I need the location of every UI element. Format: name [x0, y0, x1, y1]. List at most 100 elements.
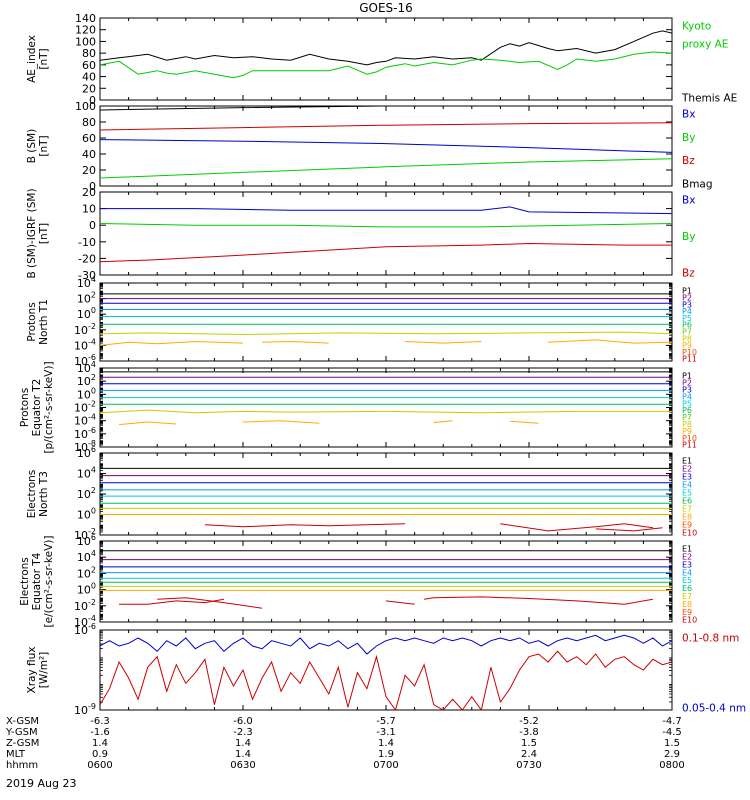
legend-entry: E7	[682, 505, 692, 514]
orbit-value: -5.2	[519, 716, 539, 727]
y-tick-label: 100	[75, 35, 96, 48]
y-tick-exponent: 0	[91, 507, 96, 516]
panel-series	[100, 30, 672, 79]
orbit-value: -6.0	[233, 716, 253, 727]
legend-entry: Bx	[682, 195, 695, 207]
legend-entry: E9	[682, 608, 692, 617]
series-themis-ae	[100, 30, 672, 66]
legend-entry: E5	[682, 576, 692, 585]
y-tick-exponent: 4	[91, 360, 96, 369]
legend-entry: P6	[682, 321, 692, 330]
series-p7	[100, 331, 672, 336]
y-tick-exponent: -2	[88, 322, 96, 331]
y-tick-label: 10	[82, 203, 96, 216]
legend-entry: P8	[682, 334, 692, 343]
orbit-row-label: Z-GSM	[6, 738, 39, 749]
legend-entry: P5	[682, 314, 692, 323]
panel-series	[100, 467, 672, 532]
orbit-value: -1.6	[90, 727, 110, 738]
y-tick-label: 10-4	[74, 337, 96, 352]
series-e10c	[385, 600, 415, 605]
y-axis-label: ProtonsNorth T1	[26, 299, 50, 345]
y-tick-exponent: -4	[88, 614, 96, 623]
orbit-value: 0.9	[92, 749, 108, 760]
legend: Bx By Bz Bmag	[682, 109, 713, 191]
series-p8d	[509, 420, 539, 424]
legend-entry: E2	[682, 465, 692, 474]
y-tick-label: 106	[77, 445, 96, 460]
y-axis-label-line: [e/(cm²-s-sr-keV)]	[43, 536, 55, 628]
legend-entry: E4	[682, 568, 692, 577]
legend-entry: E6	[682, 497, 692, 506]
series-0-05-0-4-nm	[100, 650, 672, 710]
y-axis-label-line: Protons	[19, 388, 31, 427]
y-tick-exponent: 2	[91, 486, 96, 495]
series-bmag	[100, 106, 672, 111]
y-axis-label-line: Xray flux	[26, 647, 38, 694]
y-tick-exponent: -8	[88, 439, 96, 448]
y-axis-label-line: Electrons	[26, 470, 38, 519]
panel-frame	[99, 540, 673, 623]
legend-entry: P11	[682, 441, 697, 450]
y-tick-label: 20	[82, 82, 96, 95]
orbit-value: 1.4	[235, 738, 251, 749]
orbit-value: 1.5	[664, 738, 680, 749]
legend-entry: E3	[682, 473, 692, 482]
y-tick-label: 10-9	[74, 702, 96, 717]
orbit-value: 0600	[87, 760, 112, 771]
y-tick-exponent: -4	[88, 413, 96, 422]
legend-entry: P8	[682, 420, 692, 429]
legend-entry: P3	[682, 385, 692, 394]
panel-xray: 10-9 10-6 Xray flux[W/m²] 0.1-0.8 nm 0.05-0.…	[26, 622, 746, 717]
orbit-value: -6.3	[90, 716, 110, 727]
legend-entry: P10	[682, 348, 697, 357]
y-axis-label-line: [nT]	[38, 135, 50, 156]
y-tick-exponent: -2	[88, 400, 96, 409]
y-tick-label: 100	[77, 582, 96, 597]
y-tick-exponent: -4	[88, 337, 96, 346]
y-axis-label: Xray flux[W/m²]	[26, 647, 50, 694]
panel-pet2: 10-810-610-410-2100102104ProtonsEquator …	[19, 360, 697, 454]
legend-entry: Bmag	[682, 179, 713, 191]
legend-entry: P1	[682, 372, 692, 381]
legend-entry: P3	[682, 300, 692, 309]
y-tick-exponent: 4	[91, 549, 96, 558]
series-bz	[100, 242, 672, 263]
panel-series	[100, 550, 672, 609]
y-axis-label-line: AE_index	[26, 35, 38, 83]
legend-entry: P4	[682, 392, 692, 401]
legend-entry: E10	[682, 616, 697, 625]
y-tick-exponent: 0	[91, 306, 96, 315]
series-e10	[204, 523, 406, 528]
panel-frame	[99, 105, 673, 187]
y-tick-exponent: 2	[91, 291, 96, 300]
y-tick-label: 104	[77, 466, 96, 481]
series-p8c	[433, 420, 453, 424]
legend-entry: E2	[682, 553, 692, 562]
series-p8b	[262, 340, 329, 344]
y-tick-label: -20	[78, 252, 96, 265]
y-axis-label-line: B (SM)-IGRF (SM)	[26, 188, 38, 278]
orbit-value: -3.8	[519, 727, 539, 738]
y-tick-label: 40	[82, 148, 96, 161]
legend-entry: P9	[682, 341, 692, 350]
legend-entry: E8	[682, 600, 692, 609]
series-e10b	[500, 523, 653, 532]
legend-entry: 0.1-0.8 nm	[682, 633, 739, 645]
legend-entry: P4	[682, 307, 692, 316]
orbit-value: 1.9	[378, 749, 394, 760]
legend-entry: Bx	[682, 109, 695, 121]
y-tick-label: 20	[82, 164, 96, 177]
panels: 020406080100120140AE_index[nT]Kyotoproxy…	[19, 12, 746, 717]
panel-frame	[99, 367, 673, 448]
y-tick-label: 120	[75, 24, 96, 37]
orbit-value: 1.4	[378, 738, 394, 749]
panel-frame	[99, 629, 673, 711]
legend-entry: P5	[682, 399, 692, 408]
y-tick-exponent: 0	[91, 386, 96, 395]
panel-frame	[99, 452, 673, 536]
